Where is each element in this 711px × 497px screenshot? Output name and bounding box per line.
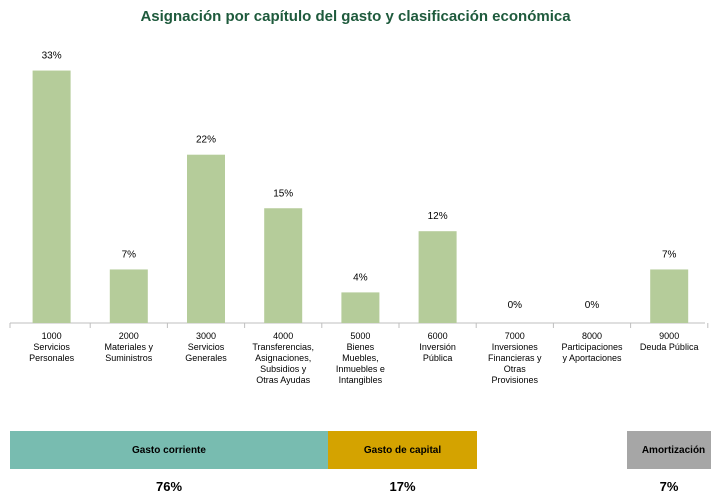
value-label: 0% xyxy=(585,300,600,311)
x-tick-label: 2000 Materiales y Suministros xyxy=(104,331,154,363)
x-tick-label: 5000 Bienes Muebles, Inmuebles e Intangi… xyxy=(335,331,385,385)
bar xyxy=(187,154,225,323)
bar xyxy=(650,269,689,323)
classification-band: Gasto corriente xyxy=(10,431,328,469)
classification-share: 7% xyxy=(659,479,679,494)
bar xyxy=(418,231,457,323)
x-tick-label: 4000 Transferencias, Asignaciones, Subsi… xyxy=(252,331,315,385)
value-label: 4% xyxy=(353,272,368,283)
x-tick-label: 6000 Inversión Pública xyxy=(419,331,456,363)
value-label: 7% xyxy=(122,249,137,260)
classification-band: Amortización xyxy=(627,431,711,469)
classification-share: 17% xyxy=(389,479,416,494)
chart-title: Asignación por capítulo del gasto y clas… xyxy=(140,8,571,25)
value-label: 33% xyxy=(42,51,62,62)
x-tick-label: 1000 Servicios Personales xyxy=(29,331,75,363)
bar xyxy=(341,292,380,323)
value-label: 15% xyxy=(273,188,293,199)
x-tick-label: 9000 Deuda Pública xyxy=(639,331,699,352)
x-tick-label: 7000 Inversiones Financieras y Otras Pro… xyxy=(488,331,542,385)
x-tick-label: 3000 Servicios Generales xyxy=(185,331,227,363)
x-tick-label: 8000 Participaciones y Aportaciones xyxy=(561,331,623,363)
value-label: 12% xyxy=(428,211,448,222)
classification-share: 76% xyxy=(155,479,183,494)
bar xyxy=(32,70,71,323)
value-label: 0% xyxy=(508,300,523,311)
bar xyxy=(264,208,303,323)
classification-band: Gasto de capital xyxy=(328,431,477,469)
value-label: 22% xyxy=(196,135,216,146)
value-label: 7% xyxy=(662,249,677,260)
bar xyxy=(109,269,148,323)
